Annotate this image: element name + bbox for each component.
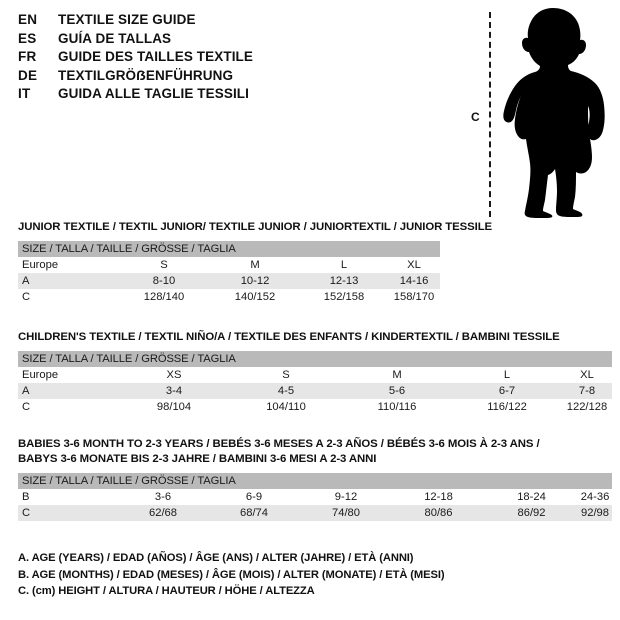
table-cell: 122/128	[566, 401, 608, 413]
language-title: TEXTILE SIZE GUIDE	[58, 12, 196, 27]
row-label: Europe	[22, 369, 59, 381]
table-cell: 4-5	[277, 385, 295, 397]
legend-block: A. AGE (YEARS) / EDAD (AÑOS) / ÂGE (ANS)…	[18, 550, 578, 600]
table-cell: S	[160, 259, 168, 271]
row-label: A	[22, 385, 30, 397]
table-cell: 68/74	[240, 507, 268, 519]
legend-line-a: A. AGE (YEARS) / EDAD (AÑOS) / ÂGE (ANS)…	[18, 552, 414, 564]
table-cell: 14-16	[399, 275, 429, 287]
table-cell: 110/116	[377, 401, 417, 413]
table-cell: 9-12	[334, 491, 358, 503]
language-title: GUIDE DES TAILLES TEXTILE	[58, 49, 254, 64]
table-row: B 3-6 6-9 9-12 12-18 18-24 24-36	[18, 489, 612, 505]
band-label: SIZE / TALLA / TAILLE / GRÖSSE / TAGLIA	[22, 475, 236, 487]
table-row: Europe XS S M L XL	[18, 367, 612, 383]
band-label: SIZE / TALLA / TAILLE / GRÖSSE / TAGLIA	[22, 353, 236, 365]
table-cell: 6-9	[245, 491, 263, 503]
table-cell: 24-36	[580, 491, 610, 503]
section-babies-textile: BABIES 3-6 MONTH TO 2-3 YEARS / BEBÉS 3-…	[18, 437, 612, 521]
table-cell: XS	[166, 369, 182, 381]
language-row: DE TEXTILGRÖẞENFÜHRUNG	[18, 68, 438, 87]
table-cell: 140/152	[234, 291, 276, 303]
children-size-table: SIZE / TALLA / TAILLE / GRÖSSE / TAGLIA …	[18, 351, 612, 415]
table-cell: 10-12	[240, 275, 270, 287]
language-code: IT	[18, 86, 31, 101]
table-cell: 86/92	[517, 507, 546, 519]
language-title-block: EN TEXTILE SIZE GUIDE ES GUÍA DE TALLAS …	[18, 12, 438, 105]
table-cell: 98/104	[156, 401, 192, 413]
table-cell: 158/170	[393, 291, 435, 303]
row-label: C	[22, 291, 31, 303]
table-cell: XL	[580, 369, 594, 381]
toddler-silhouette-icon	[503, 8, 605, 218]
language-row: ES GUÍA DE TALLAS	[18, 31, 438, 50]
legend-line-c: C. (cm) HEIGHT / ALTURA / HAUTEUR / HÖHE…	[18, 585, 315, 597]
table-row: A 8-10 10-12 12-13 14-16	[18, 273, 440, 289]
row-label: B	[22, 491, 30, 503]
language-row: IT GUIDA ALLE TAGLIE TESSILI	[18, 86, 438, 105]
language-title: TEXTILGRÖẞENFÜHRUNG	[58, 67, 234, 83]
table-cell: 12-13	[329, 275, 359, 287]
table-cell: 128/140	[143, 291, 185, 303]
section-heading-line2: BABYS 3-6 MONATE BIS 2-3 JAHRE / BAMBINI…	[18, 453, 377, 465]
section-childrens-textile: CHILDREN'S TEXTILE / TEXTIL NIÑO/A / TEX…	[18, 330, 612, 415]
table-cell: 74/80	[332, 507, 360, 519]
table-cell: 62/68	[149, 507, 177, 519]
language-code: EN	[18, 12, 38, 27]
table-row: C 62/68 68/74 74/80 80/86 86/92 92/98	[18, 505, 612, 521]
table-cell: 3-4	[165, 385, 183, 397]
table-cell: 18-24	[517, 491, 546, 503]
row-label: Europe	[22, 259, 59, 271]
table-cell: 92/98	[581, 507, 609, 519]
language-code: FR	[18, 49, 37, 64]
language-code: DE	[18, 67, 38, 83]
row-label: A	[22, 275, 30, 287]
table-cell: S	[282, 369, 290, 381]
babies-size-table: SIZE / TALLA / TAILLE / GRÖSSE / TAGLIA …	[18, 473, 612, 521]
table-cell: 80/86	[424, 507, 453, 519]
table-cell: XL	[407, 259, 421, 271]
section-heading: CHILDREN'S TEXTILE / TEXTIL NIÑO/A / TEX…	[18, 331, 560, 343]
table-band-header: SIZE / TALLA / TAILLE / GRÖSSE / TAGLIA	[18, 473, 612, 489]
language-row: EN TEXTILE SIZE GUIDE	[18, 12, 438, 31]
language-row: FR GUIDE DES TAILLES TEXTILE	[18, 49, 438, 68]
table-cell: 3-6	[154, 491, 172, 503]
language-title: GUIDA ALLE TAGLIE TESSILI	[58, 86, 249, 101]
table-cell: 116/122	[487, 401, 527, 413]
table-band-header: SIZE / TALLA / TAILLE / GRÖSSE / TAGLIA	[18, 351, 612, 367]
table-band-header: SIZE / TALLA / TAILLE / GRÖSSE / TAGLIA	[18, 241, 440, 257]
section-junior-textile: JUNIOR TEXTILE / TEXTIL JUNIOR/ TEXTILE …	[18, 220, 492, 305]
table-cell: 7-8	[578, 385, 596, 397]
height-measure-label: C	[471, 110, 480, 124]
band-label: SIZE / TALLA / TAILLE / GRÖSSE / TAGLIA	[22, 243, 236, 255]
table-row: C 128/140 140/152 152/158 158/170	[18, 289, 440, 305]
junior-size-table: SIZE / TALLA / TAILLE / GRÖSSE / TAGLIA …	[18, 241, 440, 305]
language-title: GUÍA DE TALLAS	[58, 30, 172, 46]
table-cell: 12-18	[424, 491, 453, 503]
language-code: ES	[18, 30, 37, 46]
height-dashed-line	[489, 12, 491, 217]
table-cell: 104/110	[266, 401, 306, 413]
section-heading: JUNIOR TEXTILE / TEXTIL JUNIOR/ TEXTILE …	[18, 221, 493, 233]
table-cell: L	[503, 369, 511, 381]
table-row: A 3-4 4-5 5-6 6-7 7-8	[18, 383, 612, 399]
legend-line-b: B. AGE (MONTHS) / EDAD (MESES) / ÂGE (MO…	[18, 568, 445, 581]
row-label: C	[22, 507, 31, 519]
table-cell: 6-7	[498, 385, 516, 397]
table-cell: M	[392, 369, 402, 381]
table-cell: 152/158	[323, 291, 365, 303]
table-row: Europe S M L XL	[18, 257, 440, 273]
section-heading: BABIES 3-6 MONTH TO 2-3 YEARS / BEBÉS 3-…	[18, 438, 540, 450]
height-measurement-figure: C	[462, 6, 612, 218]
row-label: C	[22, 401, 31, 413]
table-cell: M	[250, 259, 260, 271]
table-cell: 5-6	[388, 385, 406, 397]
table-row: C 98/104 104/110 110/116 116/122 122/128	[18, 399, 612, 415]
table-cell: 8-10	[152, 275, 176, 287]
table-cell: L	[340, 259, 348, 271]
